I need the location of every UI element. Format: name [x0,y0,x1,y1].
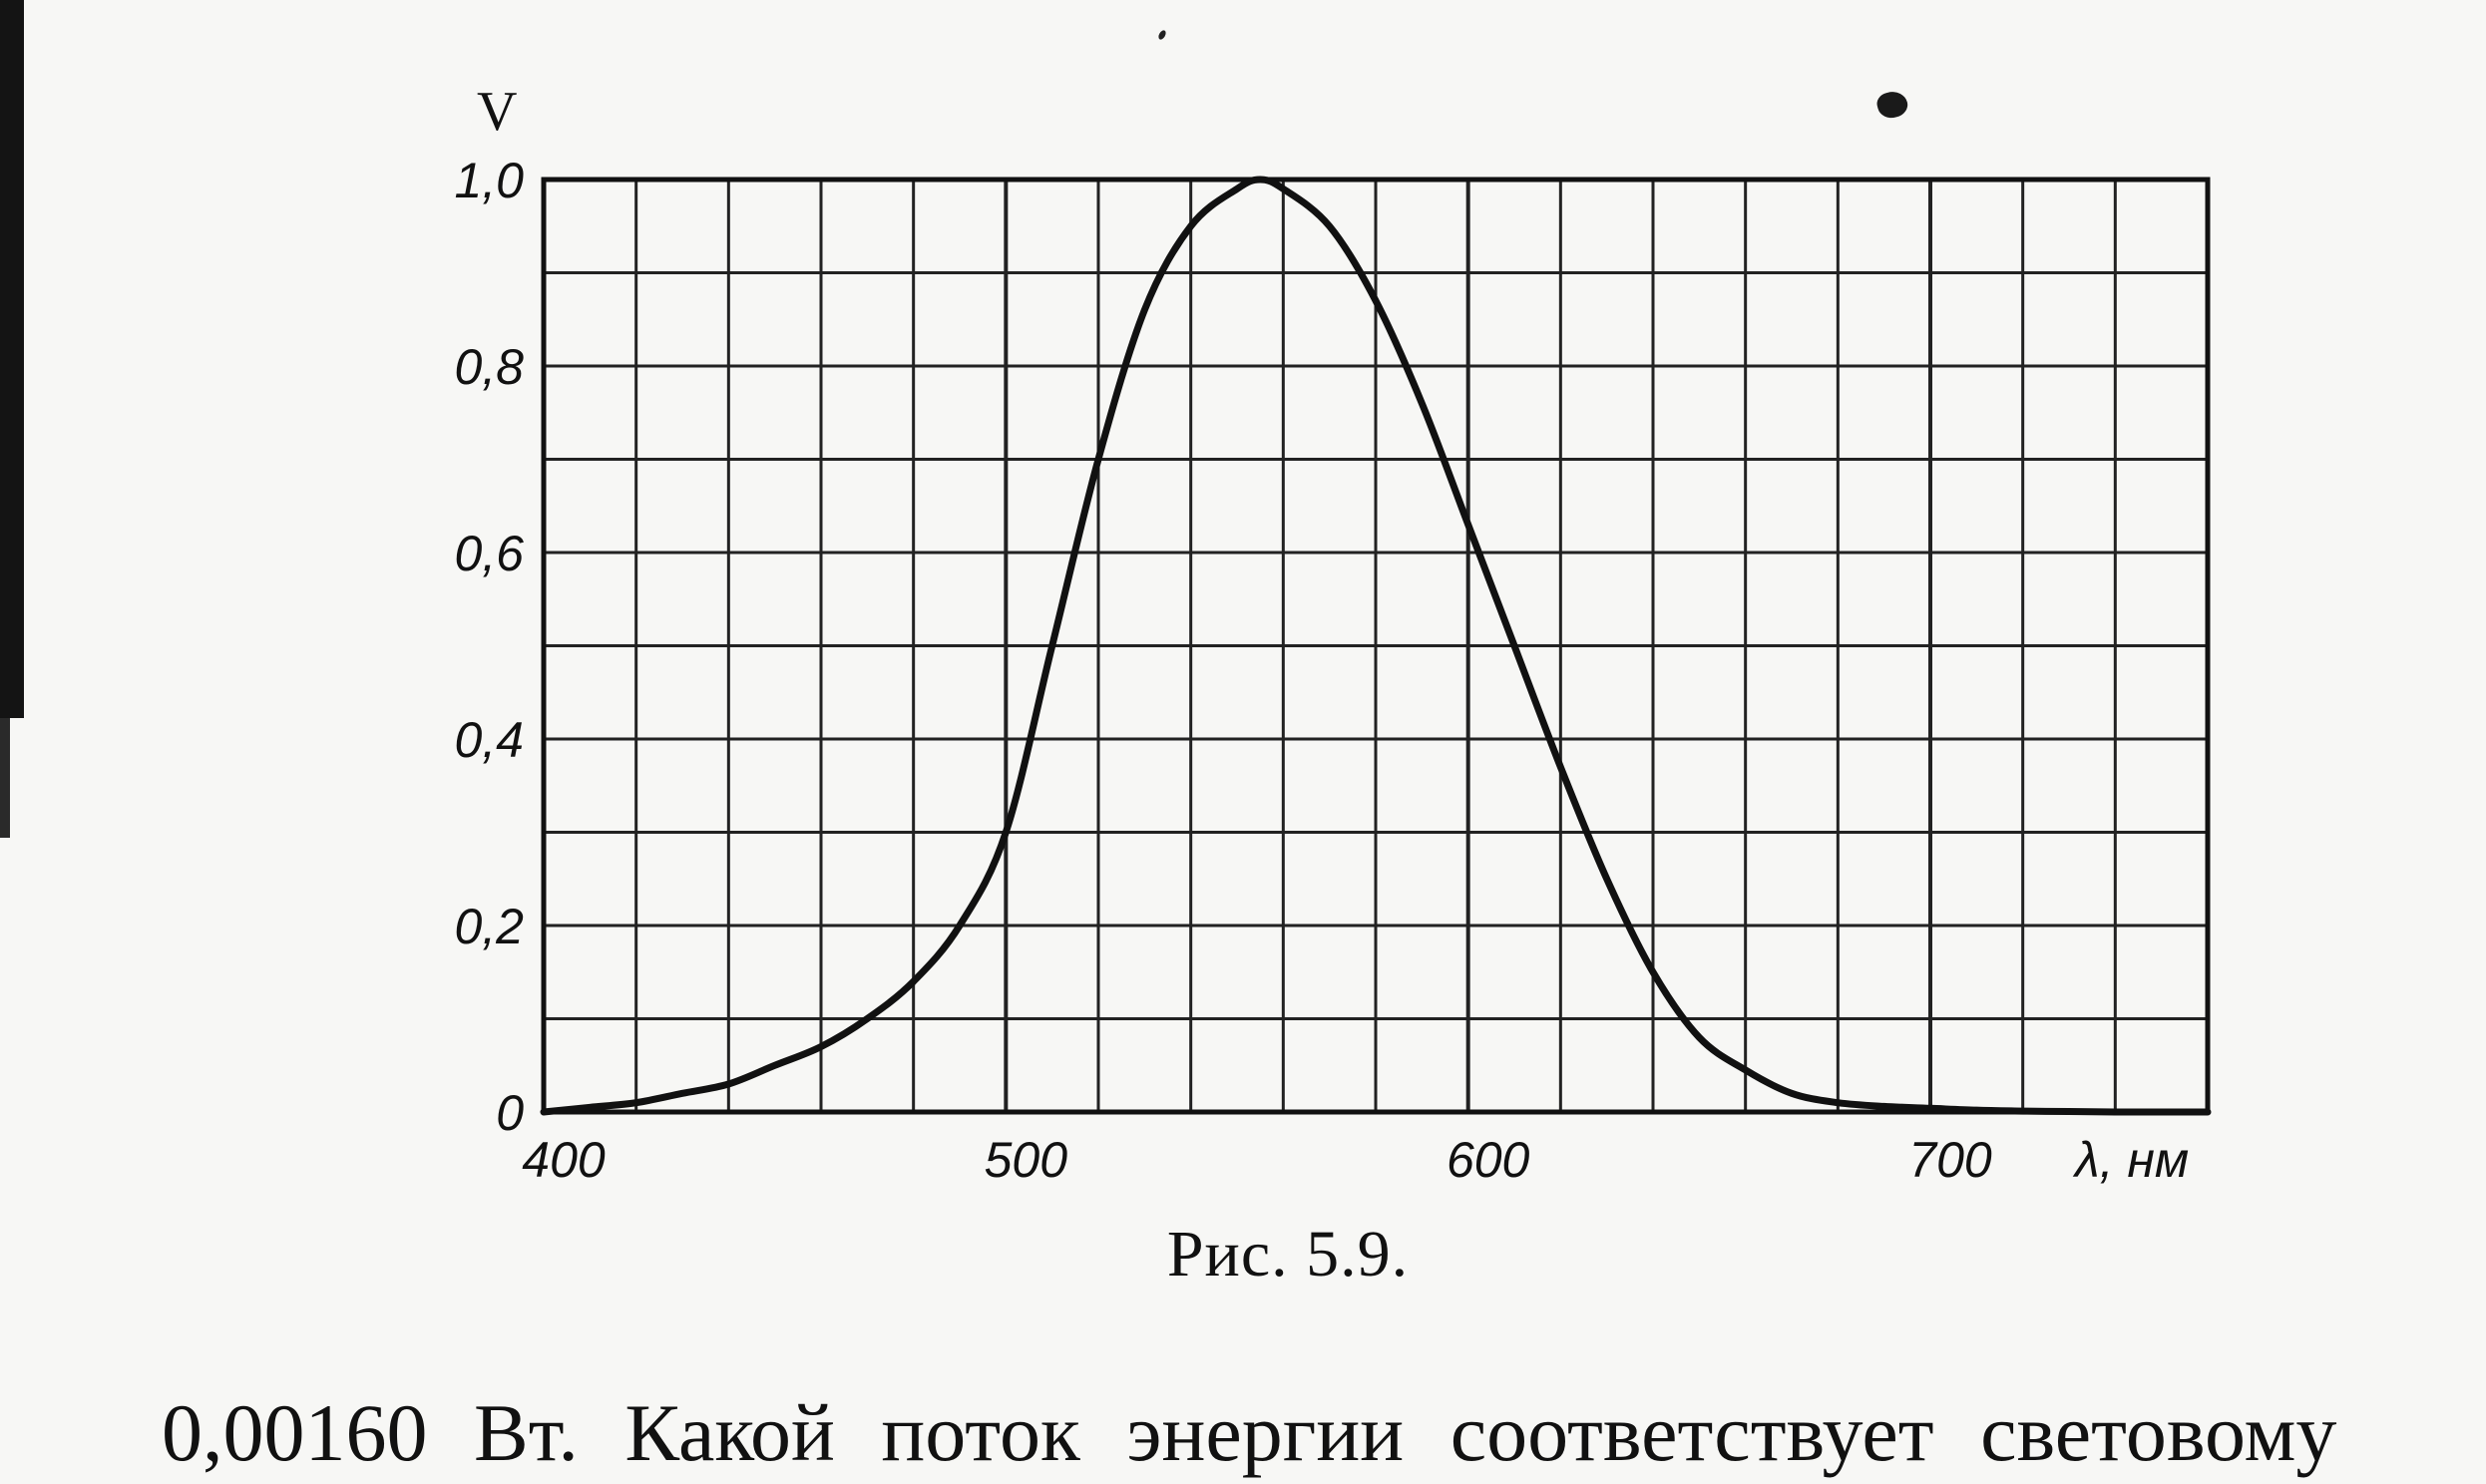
x-tick-label: 400 [522,1132,606,1188]
page-binding-shadow-lower [0,718,10,838]
y-tick-label: 0,2 [454,899,524,954]
x-tick-label: 500 [985,1132,1068,1188]
body-text-line: 0,00160 Вт. Какой поток энергии соответс… [162,1387,2337,1478]
x-tick-label: 600 [1447,1132,1530,1188]
figure-caption: Рис. 5.9. [1166,1218,1410,1291]
x-tick-labels: 400 500 600 700 [522,1132,1992,1188]
y-tick-label: 0,4 [454,712,524,768]
page-binding-shadow [0,0,24,718]
y-tick-label: 0,8 [454,339,524,395]
y-axis-title: V [477,81,517,143]
plot-frame [541,177,2211,1115]
chart-grid [544,180,2208,1112]
y-tick-label: 0,6 [454,526,524,581]
series-line [540,176,2212,1116]
x-axis-title: λ, нм [2072,1132,2189,1188]
y-tick-label: 0 [496,1085,524,1141]
x-tick-label: 700 [1908,1132,1992,1188]
y-tick-label: 1,0 [454,153,524,208]
y-tick-labels: 0 0,2 0,4 0,6 0,8 1,0 [454,153,524,1141]
